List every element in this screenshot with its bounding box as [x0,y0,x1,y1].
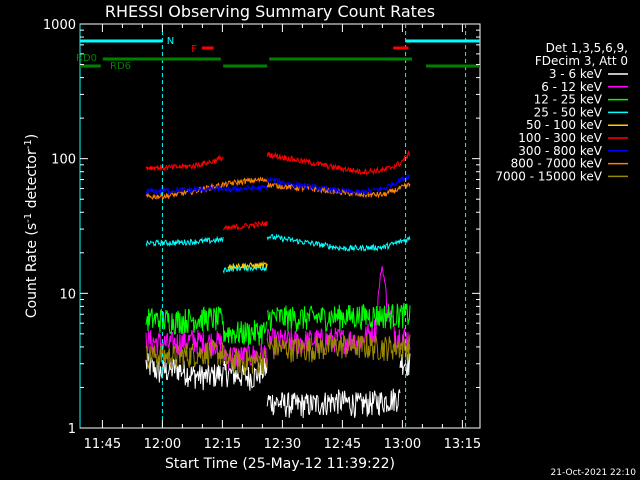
legend-label-0: 3 - 6 keV [549,67,603,81]
series-3 [145,233,411,275]
series-4-segment-0 [227,260,268,270]
markers-layer [79,24,467,428]
legend-label-4: 50 - 100 keV [526,118,603,132]
x-axis: 11:45 12:00 12:15 12:30 12:45 13:00 13:15 [84,24,481,452]
series-0-segment-1 [222,358,268,391]
series-5-segment-0 [145,154,224,172]
legend-header-0: Det 1,3,5,6,9, [546,41,628,55]
legend-label-3: 25 - 50 keV [534,105,603,119]
legend-header-1: FDecim 3, Att 0 [535,54,628,68]
x-tick-label-3: 12:30 [264,437,301,452]
y-tick-label-0: 1 [68,422,76,437]
series-7-segment-0 [145,181,224,201]
legend-label-2: 12 - 25 keV [534,93,603,107]
series-0 [145,353,411,419]
rd6-label: RD6 [110,61,131,72]
series-0-segment-0 [145,353,224,391]
rd0-label: RD0 [76,53,97,64]
footer-date: 21-Oct-2021 22:10 [551,468,637,478]
x-tick-label-0: 11:45 [84,437,121,452]
series-8-segment-1 [222,348,268,376]
series-2 [145,302,411,346]
series-8-segment-0 [145,340,224,370]
series-6-segment-1 [222,183,268,194]
y-tick-label-3: 1000 [43,18,76,33]
series-0-segment-2 [266,388,401,419]
series-8-segment-2 [266,334,411,363]
chart-title: RHESSI Observing Summary Count Rates [105,2,435,21]
series-0-segment-3 [399,353,411,377]
series-6-segment-0 [145,185,224,196]
series-1-segment-2 [266,266,411,355]
series-5 [145,149,411,231]
series-7-segment-2 [266,182,411,199]
series-2-segment-1 [222,320,268,346]
series-6-segment-2 [266,173,411,197]
x-tick-label-1: 12:00 [144,437,181,452]
series-8 [145,334,411,376]
flags-layer: N F RD0 RD6 [76,36,480,72]
series-6 [145,173,411,197]
legend-label-8: 7000 - 15000 keV [495,169,602,183]
series-3-segment-0 [145,235,224,248]
series-layer [145,149,411,419]
legend-label-6: 300 - 800 keV [518,144,602,158]
y-axis-label: Count Rate (s-1 detector-1) [23,134,40,318]
series-2-segment-0 [145,306,224,335]
x-tick-label-6: 13:15 [444,437,481,452]
y-tick-label-1: 10 [59,287,76,302]
legend-label-5: 100 - 300 keV [518,131,602,145]
series-7 [145,176,411,201]
y-tick-label-2: 100 [51,153,76,168]
series-3-segment-2 [266,233,411,252]
series-5-segment-2 [266,149,411,176]
y-axis: 1 10 100 1000 [43,18,480,437]
series-2-segment-2 [266,302,411,333]
plot-frame [79,23,481,429]
legend-label-7: 800 - 7000 keV [511,157,603,171]
night-label: N [167,36,174,47]
x-tick-label-2: 12:15 [204,437,241,452]
legend-label-1: 6 - 12 keV [541,80,603,94]
x-axis-label: Start Time (25-May-12 11:39:22) [165,456,395,472]
x-tick-label-4: 12:45 [324,437,361,452]
flare-label: F [191,44,197,55]
legend: Det 1,3,5,6,9,FDecim 3, Att 03 - 6 keV6 … [495,41,628,183]
series-7-segment-1 [222,176,268,188]
series-5-segment-1 [222,220,268,231]
series-4 [227,260,268,270]
x-tick-label-5: 13:00 [384,437,421,452]
